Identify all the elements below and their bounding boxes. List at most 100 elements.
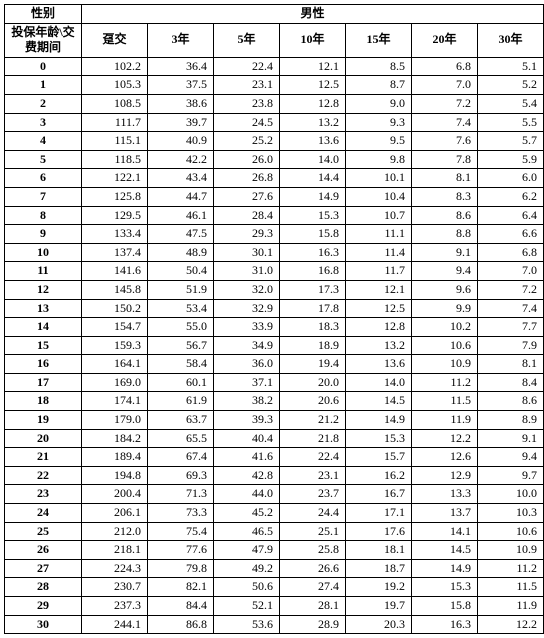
value-cell: 125.8: [82, 187, 148, 206]
age-cell: 7: [5, 187, 82, 206]
table-header: 性别 男性 投保年龄\交费期间 趸交 3年 5年 10年 15年 20年 30年: [5, 5, 544, 58]
value-cell: 159.3: [82, 336, 148, 355]
value-cell: 16.3: [412, 615, 478, 634]
age-cell: 25: [5, 522, 82, 541]
value-cell: 9.5: [346, 132, 412, 151]
table-row: 9133.447.529.315.811.18.86.6: [5, 225, 544, 244]
value-cell: 12.1: [346, 280, 412, 299]
value-cell: 9.1: [412, 243, 478, 262]
value-cell: 14.5: [412, 541, 478, 560]
value-cell: 79.8: [148, 559, 214, 578]
value-cell: 7.6: [412, 132, 478, 151]
value-cell: 26.6: [280, 559, 346, 578]
value-cell: 38.2: [214, 392, 280, 411]
value-cell: 15.8: [412, 597, 478, 616]
table-row: 16164.158.436.019.413.610.98.1: [5, 355, 544, 374]
table-row: 12145.851.932.017.312.19.67.2: [5, 280, 544, 299]
age-cell: 6: [5, 169, 82, 188]
value-cell: 28.9: [280, 615, 346, 634]
value-cell: 8.9: [478, 411, 544, 430]
value-cell: 9.0: [346, 94, 412, 113]
value-cell: 14.9: [280, 187, 346, 206]
value-cell: 30.1: [214, 243, 280, 262]
value-cell: 14.0: [280, 150, 346, 169]
value-cell: 36.4: [148, 57, 214, 76]
value-cell: 150.2: [82, 299, 148, 318]
value-cell: 46.1: [148, 206, 214, 225]
value-cell: 108.5: [82, 94, 148, 113]
value-cell: 22.4: [280, 448, 346, 467]
value-cell: 33.9: [214, 318, 280, 337]
table-row: 8129.546.128.415.310.78.66.4: [5, 206, 544, 225]
value-cell: 200.4: [82, 485, 148, 504]
value-cell: 28.1: [280, 597, 346, 616]
value-cell: 56.7: [148, 336, 214, 355]
value-cell: 37.5: [148, 76, 214, 95]
table-row: 1105.337.523.112.58.77.05.2: [5, 76, 544, 95]
value-cell: 27.6: [214, 187, 280, 206]
value-cell: 9.7: [478, 466, 544, 485]
value-cell: 29.3: [214, 225, 280, 244]
value-cell: 11.9: [412, 411, 478, 430]
age-cell: 10: [5, 243, 82, 262]
value-cell: 7.2: [478, 280, 544, 299]
value-cell: 13.2: [280, 113, 346, 132]
value-cell: 63.7: [148, 411, 214, 430]
table-row: 24206.173.345.224.417.113.710.3: [5, 504, 544, 523]
value-cell: 118.5: [82, 150, 148, 169]
value-cell: 49.2: [214, 559, 280, 578]
value-cell: 14.9: [346, 411, 412, 430]
gender-label-header: 性别: [5, 5, 82, 24]
table-row: 3111.739.724.513.29.37.45.5: [5, 113, 544, 132]
value-cell: 7.0: [412, 76, 478, 95]
value-cell: 19.7: [346, 597, 412, 616]
value-cell: 16.2: [346, 466, 412, 485]
value-cell: 8.6: [478, 392, 544, 411]
value-cell: 212.0: [82, 522, 148, 541]
value-cell: 18.9: [280, 336, 346, 355]
table-row: 20184.265.540.421.815.312.29.1: [5, 429, 544, 448]
age-cell: 12: [5, 280, 82, 299]
value-cell: 5.7: [478, 132, 544, 151]
value-cell: 23.1: [280, 466, 346, 485]
value-cell: 9.1: [478, 429, 544, 448]
value-cell: 36.0: [214, 355, 280, 374]
table-row: 6122.143.426.814.410.18.16.0: [5, 169, 544, 188]
table-row: 17169.060.137.120.014.011.28.4: [5, 373, 544, 392]
value-cell: 14.5: [346, 392, 412, 411]
value-cell: 71.3: [148, 485, 214, 504]
age-cell: 1: [5, 76, 82, 95]
value-cell: 8.7: [346, 76, 412, 95]
value-cell: 13.6: [346, 355, 412, 374]
value-cell: 6.2: [478, 187, 544, 206]
value-cell: 15.8: [280, 225, 346, 244]
value-cell: 13.3: [412, 485, 478, 504]
value-cell: 6.8: [412, 57, 478, 76]
value-cell: 5.5: [478, 113, 544, 132]
table-row: 11141.650.431.016.811.79.47.0: [5, 262, 544, 281]
value-cell: 69.3: [148, 466, 214, 485]
value-cell: 28.4: [214, 206, 280, 225]
value-cell: 111.7: [82, 113, 148, 132]
value-cell: 32.9: [214, 299, 280, 318]
value-cell: 25.2: [214, 132, 280, 151]
value-cell: 44.7: [148, 187, 214, 206]
value-cell: 41.6: [214, 448, 280, 467]
table-row: 15159.356.734.918.913.210.67.9: [5, 336, 544, 355]
value-cell: 39.3: [214, 411, 280, 430]
value-cell: 16.3: [280, 243, 346, 262]
age-cell: 15: [5, 336, 82, 355]
value-cell: 6.6: [478, 225, 544, 244]
value-cell: 12.5: [346, 299, 412, 318]
value-cell: 9.9: [412, 299, 478, 318]
value-cell: 7.0: [478, 262, 544, 281]
table-row: 10137.448.930.116.311.49.16.8: [5, 243, 544, 262]
value-cell: 24.5: [214, 113, 280, 132]
table-row: 28230.782.150.627.419.215.311.5: [5, 578, 544, 597]
value-cell: 17.8: [280, 299, 346, 318]
value-cell: 13.2: [346, 336, 412, 355]
gender-value-header: 男性: [82, 5, 544, 24]
table-row: 30244.186.853.628.920.316.312.2: [5, 615, 544, 634]
value-cell: 15.3: [412, 578, 478, 597]
value-cell: 11.1: [346, 225, 412, 244]
